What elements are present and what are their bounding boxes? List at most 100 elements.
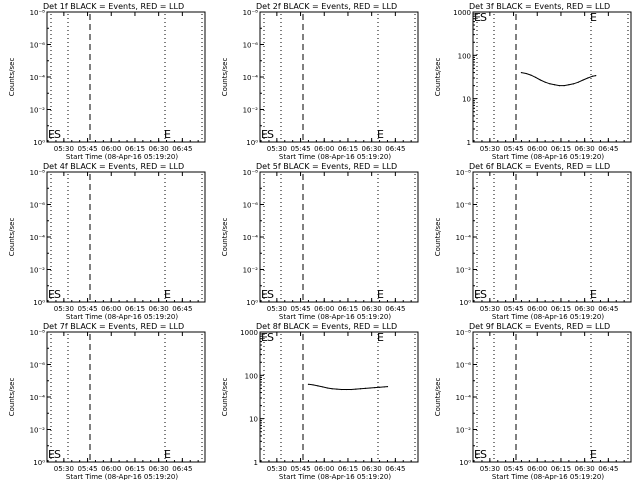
plot-frame — [46, 171, 206, 303]
data-point — [374, 387, 376, 389]
y-tick-label: 100 — [458, 52, 471, 60]
x-tick-label: 06:15 — [338, 465, 358, 473]
data-point — [591, 75, 594, 77]
data-point — [544, 81, 546, 83]
y-tick-label: 10⁻⁶ — [243, 42, 259, 50]
x-tick-label: 06:00 — [314, 305, 334, 313]
y-tick-label: 10⁻⁴ — [30, 394, 46, 402]
x-tick-label: 05:45 — [290, 465, 310, 473]
y-tick-label: 10⁰ — [33, 459, 45, 467]
data-point — [307, 383, 310, 385]
y-tick-label: 1000 — [453, 9, 471, 17]
y-tick-label: 10⁰ — [246, 139, 258, 147]
y-tick-label: 10⁻⁶ — [456, 202, 472, 210]
x-tick-label: 06:45 — [385, 145, 405, 153]
data-point — [539, 79, 542, 81]
x-tick-label: 06:00 — [527, 305, 547, 313]
chart-det-1: Det 1f BLACK = Events, RED = LLD Counts/s… — [8, 2, 206, 161]
y-tick-label: 10 — [462, 96, 471, 104]
y-tick-label: 10⁰ — [246, 299, 258, 307]
marker-e-end: E — [590, 288, 597, 301]
data-point — [386, 385, 389, 388]
x-tick-label: 06:15 — [551, 305, 571, 313]
x-tick-label: 05:45 — [503, 145, 523, 153]
data-point — [582, 79, 584, 81]
data-point — [355, 388, 357, 390]
y-tick-label: 10⁻⁸ — [243, 169, 259, 177]
marker-e-end: E — [590, 11, 597, 24]
y-tick-label: 10⁻² — [30, 267, 46, 275]
data-point — [326, 387, 329, 389]
x-tick-label: 06:45 — [172, 145, 192, 153]
chart-det-6: Det 6f BLACK = Events, RED = LLD Counts/s… — [434, 162, 632, 321]
plot-frame — [472, 331, 632, 463]
data-point — [364, 387, 366, 389]
data-point — [568, 84, 570, 86]
data-point — [535, 76, 537, 78]
y-tick-label: 100 — [245, 372, 258, 380]
marker-s: S — [54, 448, 61, 461]
plot-frame — [259, 11, 419, 143]
x-tick-label: 06:15 — [125, 145, 145, 153]
chart-det-7: Det 7f BLACK = Events, RED = LLD Counts/s… — [8, 322, 206, 480]
chart-title: Det 6f BLACK = Events, RED = LLD — [469, 162, 610, 171]
data-point — [595, 75, 597, 77]
y-tick-label: 10⁰ — [33, 299, 45, 307]
x-tick-label: 05:30 — [267, 305, 287, 313]
x-tick-label: 06:00 — [314, 145, 334, 153]
x-tick-label: 06:30 — [575, 465, 595, 473]
x-tick-label: 06:00 — [101, 305, 121, 313]
data-point — [383, 386, 385, 388]
data-point — [577, 81, 579, 83]
x-tick-label: 05:30 — [54, 465, 74, 473]
y-tick-label: 1 — [467, 139, 471, 147]
x-axis-label: Start Time (08-Apr-16 05:19:20) — [279, 313, 391, 321]
x-axis-label: Start Time (08-Apr-16 05:19:20) — [492, 473, 604, 480]
marker-s: S — [267, 128, 274, 141]
marker-e-start: E — [48, 448, 55, 461]
x-tick-label: 05:30 — [267, 465, 287, 473]
x-tick-label: 06:00 — [314, 465, 334, 473]
marker-e-start: E — [48, 128, 55, 141]
x-tick-label: 05:30 — [54, 145, 74, 153]
chart-title: Det 1f BLACK = Events, RED = LLD — [43, 2, 184, 11]
y-tick-label: 10⁰ — [33, 139, 45, 147]
y-axis-label: Counts/sec — [221, 218, 229, 257]
marker-e-end: E — [164, 128, 171, 141]
y-axis-label: Counts/sec — [8, 58, 16, 97]
data-point — [378, 386, 381, 388]
marker-e-start: E — [474, 448, 481, 461]
x-axis-label: Start Time (08-Apr-16 05:19:20) — [279, 153, 391, 161]
y-tick-label: 10⁻² — [243, 107, 259, 115]
events-series-line — [521, 72, 596, 87]
data-point — [317, 385, 319, 387]
data-point — [331, 388, 333, 390]
x-axis-label: Start Time (08-Apr-16 05:19:20) — [66, 153, 178, 161]
x-tick-label: 05:45 — [503, 465, 523, 473]
x-tick-label: 06:45 — [598, 305, 618, 313]
y-tick-label: 10⁻⁶ — [30, 202, 46, 210]
marker-e-start: E — [261, 128, 268, 141]
y-axis-label: Counts/sec — [434, 218, 442, 257]
chart-det-9: Det 9f BLACK = Events, RED = LLD Counts/s… — [434, 322, 632, 480]
marker-e-start: E — [261, 331, 268, 344]
data-point — [345, 388, 347, 391]
y-tick-label: 10⁻² — [30, 107, 46, 115]
marker-e-start: E — [474, 288, 481, 301]
x-tick-label: 06:00 — [101, 145, 121, 153]
data-point — [341, 388, 343, 391]
marker-s: S — [480, 288, 487, 301]
x-tick-label: 06:30 — [149, 145, 169, 153]
x-tick-label: 05:45 — [77, 465, 97, 473]
y-tick-label: 10⁻⁴ — [30, 74, 46, 82]
x-tick-label: 05:45 — [290, 305, 310, 313]
marker-s: S — [54, 128, 61, 141]
data-point — [312, 384, 314, 386]
x-tick-label: 06:30 — [362, 305, 382, 313]
x-tick-label: 06:15 — [338, 145, 358, 153]
x-tick-label: 06:45 — [385, 465, 405, 473]
x-tick-label: 06:00 — [527, 145, 547, 153]
marker-e-end: E — [164, 288, 171, 301]
chart-det-5: Det 5f BLACK = Events, RED = LLD Counts/s… — [221, 162, 419, 321]
